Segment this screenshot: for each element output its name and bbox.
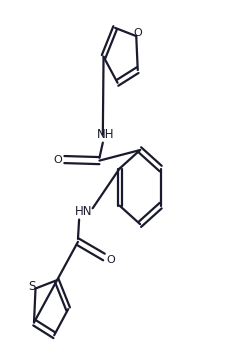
Text: O: O [106,255,114,265]
Text: HN: HN [74,205,92,218]
Text: NH: NH [97,128,114,141]
Text: S: S [28,280,35,293]
Text: O: O [133,28,142,38]
Text: O: O [54,155,62,164]
